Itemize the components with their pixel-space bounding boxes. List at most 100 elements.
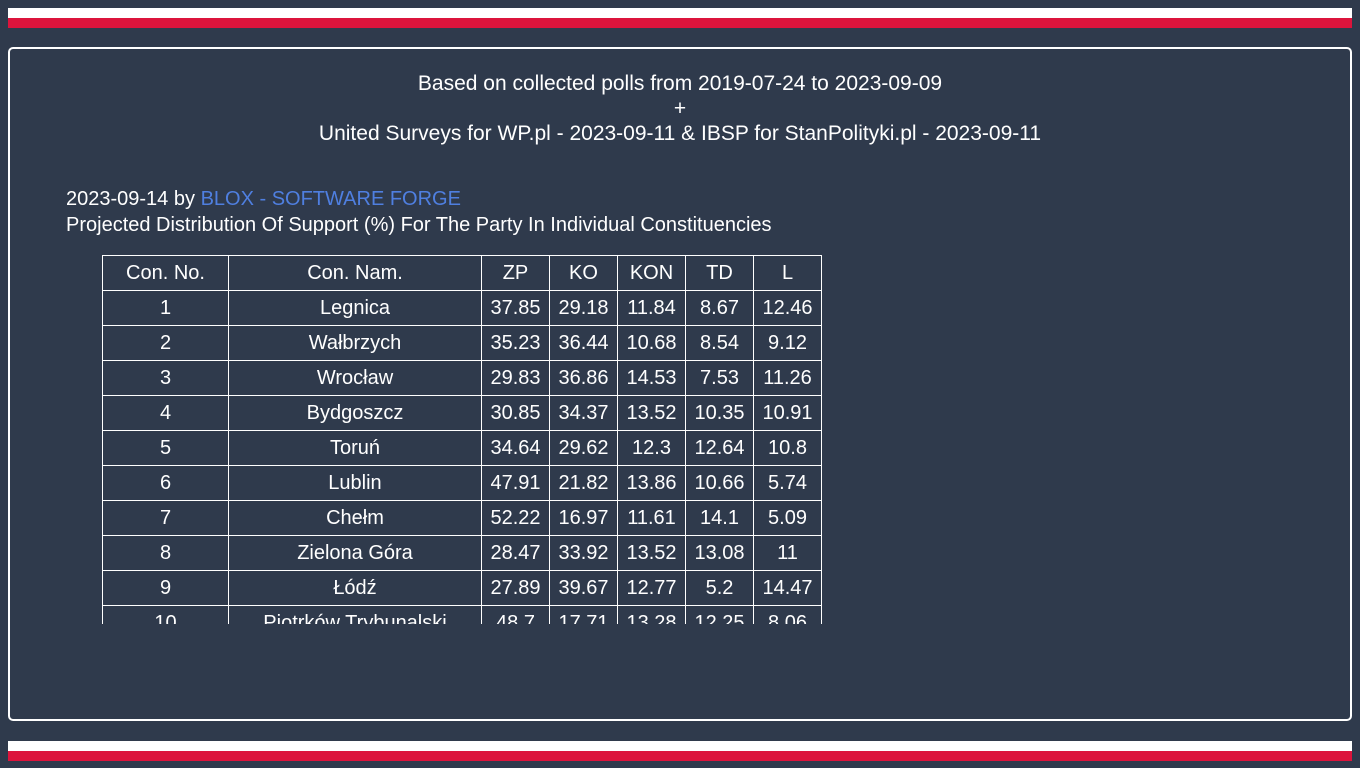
cell-kon: 11.84 [617,290,686,326]
table-body: 1 Legnica 37.85 29.18 11.84 8.67 12.46 2… [102,290,822,624]
cell-l: 11 [753,535,822,571]
cell-l: 12.46 [753,290,822,326]
cell-l: 5.09 [753,500,822,536]
column-header-l[interactable]: L [753,255,822,291]
table-row: 1 Legnica 37.85 29.18 11.84 8.67 12.46 [102,290,822,326]
cell-zp: 29.83 [481,360,550,396]
column-header-ko[interactable]: KO [549,255,618,291]
report-date: 2023-09-14 [66,188,169,210]
poll-source-heading: Based on collected polls from 2019-07-24… [10,71,1350,146]
flag-banner-top [8,8,1352,28]
table-subtitle: Projected Distribution Of Support (%) Fo… [66,214,772,236]
cell-td: 13.08 [685,535,754,571]
cell-zp: 28.47 [481,535,550,571]
table-scroll-area[interactable]: Con. No. Con. Nam. ZP KO KON TD L 1 Legn… [102,255,832,624]
cell-zp: 27.89 [481,570,550,606]
cell-zp: 35.23 [481,325,550,361]
cell-zp: 34.64 [481,430,550,466]
cell-td: 14.1 [685,500,754,536]
cell-ko: 21.82 [549,465,618,501]
table-row: 10 Piotrków Trybunalski 48.7 17.71 13.28… [102,605,822,624]
table-header-row: Con. No. Con. Nam. ZP KO KON TD L [102,255,822,291]
cell-con-no: 5 [102,430,229,466]
cell-con-name: Wrocław [228,360,482,396]
cell-ko: 34.37 [549,395,618,431]
cell-td: 10.35 [685,395,754,431]
cell-l: 10.91 [753,395,822,431]
content-panel: Based on collected polls from 2019-07-24… [8,47,1352,721]
table-row: 6 Lublin 47.91 21.82 13.86 10.66 5.74 [102,465,822,501]
cell-ko: 36.86 [549,360,618,396]
cell-ko: 36.44 [549,325,618,361]
cell-td: 12.64 [685,430,754,466]
cell-l: 14.47 [753,570,822,606]
plus-line: + [673,97,687,120]
table-row: 5 Toruń 34.64 29.62 12.3 12.64 10.8 [102,430,822,466]
cell-ko: 29.62 [549,430,618,466]
cell-con-name: Wałbrzych [228,325,482,361]
cell-con-no: 7 [102,500,229,536]
cell-td: 10.66 [685,465,754,501]
table-row: 8 Zielona Góra 28.47 33.92 13.52 13.08 1… [102,535,822,571]
cell-td: 8.54 [685,325,754,361]
byline: 2023-09-14 by BLOX - SOFTWARE FORGE [66,186,772,212]
cell-con-name: Bydgoszcz [228,395,482,431]
cell-zp: 30.85 [481,395,550,431]
cell-con-no: 9 [102,570,229,606]
column-header-con-no[interactable]: Con. No. [102,255,229,291]
surveys-line: United Surveys for WP.pl - 2023-09-11 & … [318,122,1042,145]
cell-l: 8.06 [753,605,822,624]
cell-zp: 47.91 [481,465,550,501]
by-label: by [173,188,195,210]
cell-ko: 16.97 [549,500,618,536]
cell-con-no: 2 [102,325,229,361]
cell-con-name: Piotrków Trybunalski [228,605,482,624]
cell-td: 8.67 [685,290,754,326]
cell-ko: 33.92 [549,535,618,571]
cell-zp: 48.7 [481,605,550,624]
cell-con-no: 8 [102,535,229,571]
cell-ko: 17.71 [549,605,618,624]
column-header-zp[interactable]: ZP [481,255,550,291]
table-row: 7 Chełm 52.22 16.97 11.61 14.1 5.09 [102,500,822,536]
cell-kon: 14.53 [617,360,686,396]
cell-kon: 13.52 [617,395,686,431]
author-link[interactable]: BLOX - SOFTWARE FORGE [200,188,461,210]
cell-l: 10.8 [753,430,822,466]
cell-l: 11.26 [753,360,822,396]
cell-kon: 10.68 [617,325,686,361]
cell-l: 5.74 [753,465,822,501]
cell-con-no: 3 [102,360,229,396]
cell-kon: 13.86 [617,465,686,501]
cell-l: 9.12 [753,325,822,361]
cell-con-name: Chełm [228,500,482,536]
flag-white-stripe [8,8,1352,18]
cell-con-no: 4 [102,395,229,431]
cell-td: 7.53 [685,360,754,396]
cell-zp: 37.85 [481,290,550,326]
column-header-con-name[interactable]: Con. Nam. [228,255,482,291]
cell-ko: 39.67 [549,570,618,606]
cell-kon: 11.61 [617,500,686,536]
cell-con-name: Lublin [228,465,482,501]
cell-td: 12.25 [685,605,754,624]
column-header-td[interactable]: TD [685,255,754,291]
cell-con-name: Łódź [228,570,482,606]
cell-zp: 52.22 [481,500,550,536]
poll-range-line: Based on collected polls from 2019-07-24… [417,72,943,95]
cell-kon: 12.3 [617,430,686,466]
report-meta: 2023-09-14 by BLOX - SOFTWARE FORGE Proj… [66,186,772,238]
cell-con-no: 6 [102,465,229,501]
cell-con-no: 1 [102,290,229,326]
flag-banner-bottom [8,741,1352,761]
cell-con-name: Zielona Góra [228,535,482,571]
cell-kon: 13.28 [617,605,686,624]
table-row: 2 Wałbrzych 35.23 36.44 10.68 8.54 9.12 [102,325,822,361]
constituency-support-table: Con. No. Con. Nam. ZP KO KON TD L 1 Legn… [102,255,822,624]
cell-kon: 13.52 [617,535,686,571]
cell-con-name: Toruń [228,430,482,466]
table-row: 3 Wrocław 29.83 36.86 14.53 7.53 11.26 [102,360,822,396]
flag-red-stripe [8,18,1352,28]
table-row: 9 Łódź 27.89 39.67 12.77 5.2 14.47 [102,570,822,606]
column-header-kon[interactable]: KON [617,255,686,291]
